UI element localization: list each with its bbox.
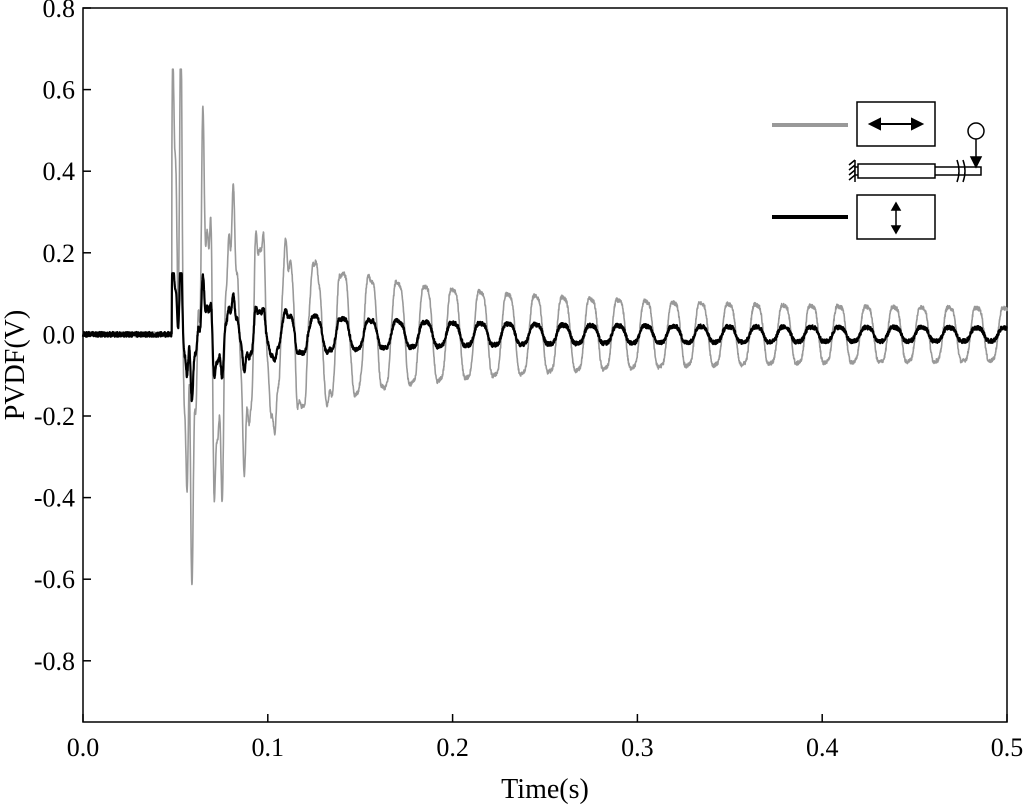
y-tick-label: 0.4 <box>43 157 76 186</box>
horizontal-double-arrow-icon <box>867 117 925 131</box>
y-axis-ticks: 0.8 0.6 0.4 0.2 0.0 -0.2 -0.4 -0.6 -0.8 <box>34 0 91 676</box>
cantilever-beam-icon <box>848 122 985 183</box>
y-tick-label: 0.8 <box>43 0 76 23</box>
x-axis-label: Time(s) <box>501 774 589 805</box>
x-tick-label: 0.4 <box>806 733 839 762</box>
series-layer <box>81 68 1008 586</box>
y-tick-label: 0.6 <box>43 76 76 105</box>
y-tick-label: -0.2 <box>34 402 75 431</box>
legend <box>772 101 985 240</box>
x-tick-label: 0.1 <box>252 733 285 762</box>
series-black-line <box>81 272 1008 403</box>
x-tick-label: 0.2 <box>436 733 469 762</box>
x-tick-label: 0.5 <box>991 733 1024 762</box>
vertical-double-arrow-icon <box>890 201 902 235</box>
plot-area-frame <box>82 7 1008 723</box>
y-tick-label: 0.0 <box>43 320 76 349</box>
y-tick-label: -0.6 <box>34 565 75 594</box>
y-tick-label: 0.2 <box>43 239 76 268</box>
series-gray-line <box>82 68 1008 586</box>
y-tick-label: -0.8 <box>34 647 75 676</box>
y-tick-label: -0.4 <box>34 484 75 513</box>
y-axis-label: PVDF(V) <box>0 310 31 420</box>
x-tick-label: 0.3 <box>621 733 654 762</box>
x-axis-ticks: 0.0 0.1 0.2 0.3 0.4 0.5 <box>67 714 1024 762</box>
x-tick-label: 0.0 <box>67 733 100 762</box>
